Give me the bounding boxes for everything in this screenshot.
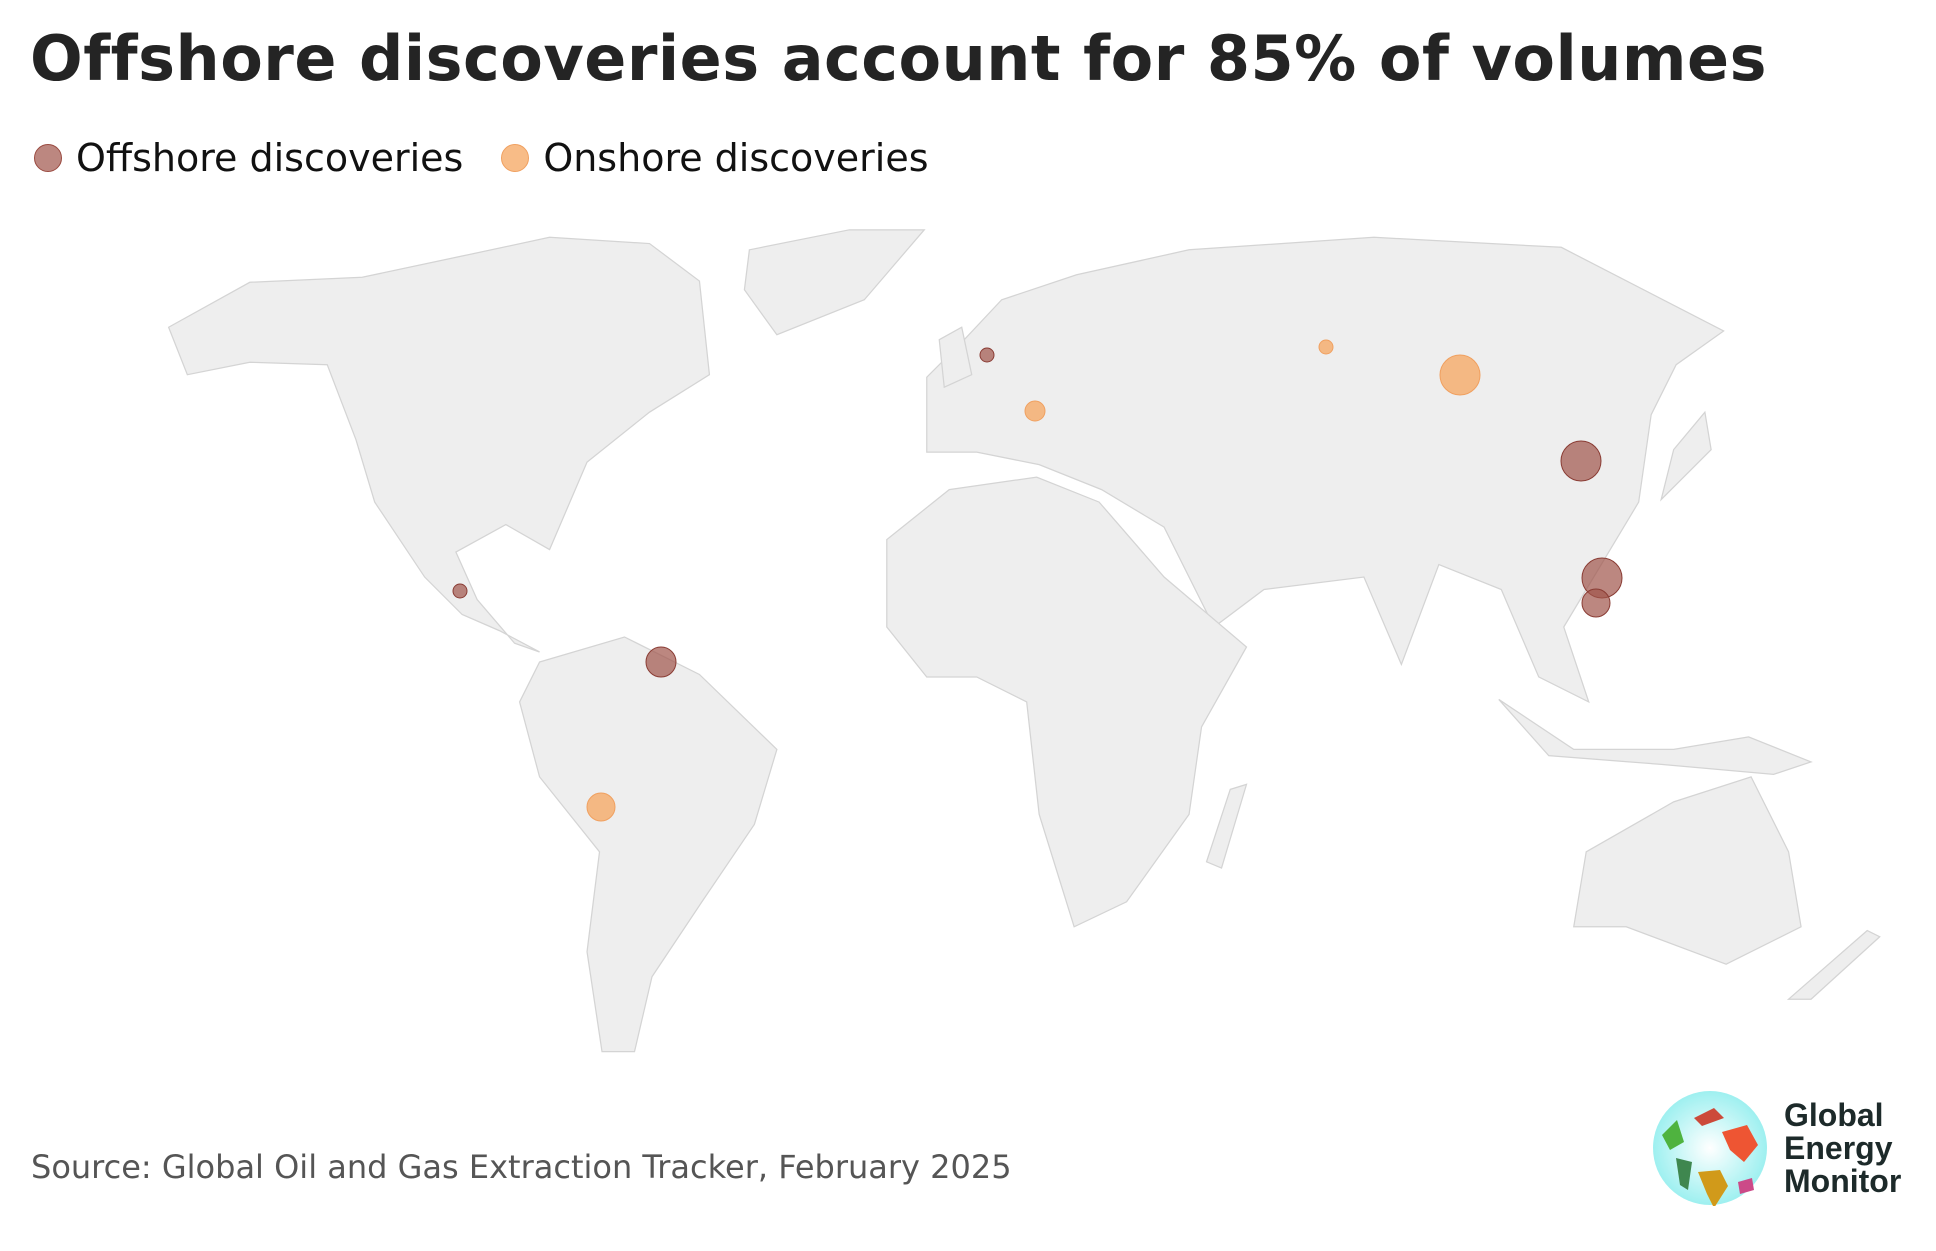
- discovery-markers: [452, 339, 1623, 822]
- offshore-discovery-bohai[interactable]: [1560, 440, 1602, 482]
- gem-logo: Global Energy Monitor: [1652, 1090, 1901, 1206]
- onshore-discovery-bolivia[interactable]: [586, 792, 616, 822]
- globe-icon: [1653, 1091, 1767, 1206]
- legend-item-offshore: Offshore discoveries: [34, 136, 463, 180]
- legend-label-onshore: Onshore discoveries: [543, 136, 929, 180]
- eurasia: [926, 236, 1725, 704]
- uk: [938, 326, 973, 389]
- legend: Offshore discoveries Onshore discoveries: [34, 136, 967, 180]
- source-note: Source: Global Oil and Gas Extraction Tr…: [31, 1148, 1012, 1186]
- gem-logo-text: Global Energy Monitor: [1784, 1096, 1902, 1199]
- logo-line-3: Monitor: [1784, 1162, 1902, 1199]
- africa: [886, 476, 1248, 928]
- legend-item-onshore: Onshore discoveries: [501, 136, 929, 180]
- chart-title: Offshore discoveries account for 85% of …: [30, 22, 1767, 95]
- offshore-discovery-guyana[interactable]: [645, 646, 677, 678]
- logo-line-2: Energy: [1784, 1129, 1893, 1166]
- legend-label-offshore: Offshore discoveries: [76, 136, 464, 180]
- indonesia: [1498, 698, 1813, 776]
- onshore-discovery-russia-siberia[interactable]: [1439, 354, 1481, 396]
- australia: [1573, 776, 1802, 965]
- onshore-discovery-austria[interactable]: [1024, 400, 1046, 422]
- north-america: [167, 236, 711, 653]
- offshore-marker-icon: [34, 144, 62, 172]
- offshore-discovery-mexico[interactable]: [452, 583, 468, 599]
- new-zealand: [1786, 929, 1881, 1000]
- offshore-discovery-north-sea[interactable]: [979, 347, 995, 363]
- offshore-discovery-south-china-2[interactable]: [1581, 588, 1611, 618]
- logo-line-1: Global: [1784, 1096, 1884, 1133]
- south-america: [518, 636, 778, 1053]
- madagascar: [1205, 783, 1248, 869]
- onshore-marker-icon: [501, 144, 530, 172]
- onshore-discovery-russia-west[interactable]: [1318, 339, 1334, 355]
- greenland: [743, 229, 926, 336]
- japan: [1660, 410, 1712, 502]
